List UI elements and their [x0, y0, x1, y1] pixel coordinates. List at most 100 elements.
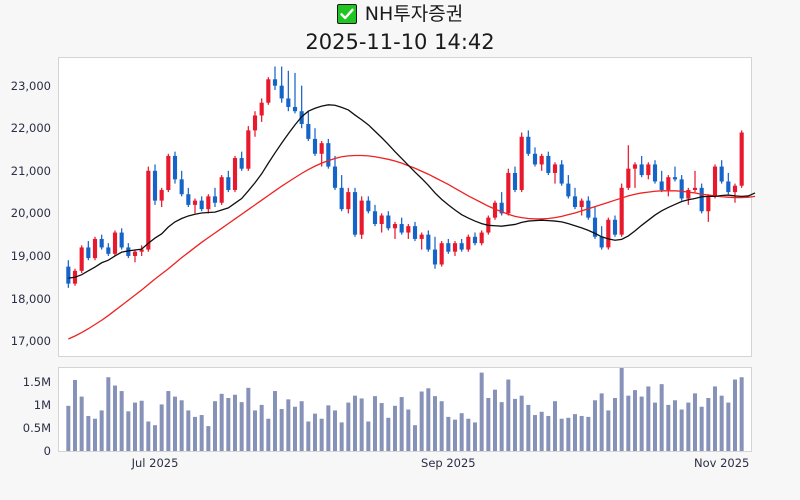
- volume-bar: [446, 416, 451, 451]
- volume-bar: [473, 422, 477, 451]
- candle-body: [666, 177, 671, 190]
- volume-bar: [566, 417, 571, 451]
- volume-bar: [606, 410, 611, 451]
- volume-bar: [639, 396, 644, 451]
- volume-y-tick: 0.5M: [22, 420, 51, 435]
- volume-bar: [513, 398, 517, 451]
- volume-bar: [293, 406, 297, 451]
- volume-bar: [299, 401, 304, 451]
- candle-body: [119, 232, 124, 248]
- volume-bar: [706, 397, 711, 451]
- price-chart-panel[interactable]: [58, 57, 756, 357]
- volume-bar: [226, 397, 231, 451]
- volume-bar: [713, 386, 717, 451]
- volume-bar: [519, 395, 524, 451]
- volume-bar: [633, 390, 637, 451]
- volume-bar: [533, 415, 537, 451]
- candle-body: [512, 172, 518, 190]
- candle-body: [726, 181, 731, 193]
- candle-body: [86, 247, 91, 259]
- volume-bar: [79, 396, 84, 451]
- candle-body: [366, 200, 371, 212]
- volume-bar: [626, 395, 631, 451]
- volume-bar: [73, 379, 77, 451]
- volume-bar: [466, 418, 471, 451]
- volume-bar: [459, 413, 464, 451]
- x-axis-tick: Jul 2025: [131, 456, 179, 470]
- price-y-tick: 19,000: [10, 248, 51, 263]
- volume-bar: [206, 426, 211, 451]
- candle-body: [199, 200, 204, 210]
- candle-body: [686, 189, 691, 199]
- candle-body: [92, 238, 98, 259]
- candle-body: [312, 138, 318, 154]
- candle-body: [106, 247, 111, 254]
- candle-body: [206, 196, 211, 210]
- candle-body: [712, 166, 718, 197]
- volume-bar: [66, 405, 71, 451]
- candle-body: [506, 172, 511, 214]
- volume-bar: [479, 372, 484, 451]
- candle-body: [432, 249, 438, 265]
- candle-body: [259, 102, 264, 116]
- volume-bar: [86, 415, 91, 451]
- candle-body: [612, 219, 618, 235]
- candle-body: [399, 224, 404, 233]
- candle-body: [619, 187, 624, 235]
- candle-body: [552, 164, 558, 173]
- volume-bar: [166, 391, 171, 451]
- volume-bar: [539, 411, 544, 451]
- volume-bar: [439, 401, 444, 451]
- volume-bar: [679, 409, 684, 451]
- candle-body: [152, 170, 158, 201]
- volume-bar: [146, 421, 151, 451]
- volume-bar: [599, 393, 604, 451]
- candle-body: [372, 211, 378, 225]
- candle-body: [146, 170, 151, 250]
- candle-body: [679, 179, 684, 199]
- candle-body: [626, 168, 631, 188]
- candle-body: [526, 136, 531, 154]
- volume-bar: [419, 391, 424, 451]
- volume-bar: [553, 401, 557, 451]
- volume-bar: [613, 397, 617, 451]
- volume-bar: [579, 415, 584, 451]
- ma-long-line: [68, 154, 756, 340]
- volume-bar: [453, 419, 457, 451]
- price-y-tick: 20,000: [10, 206, 51, 221]
- candle-body: [446, 243, 451, 252]
- candle-body: [226, 177, 231, 190]
- candle-body: [306, 123, 311, 139]
- volume-bar: [646, 386, 651, 451]
- volume-chart-svg[interactable]: [59, 368, 751, 451]
- candle-body: [66, 266, 71, 284]
- candle-body: [292, 106, 298, 112]
- volume-bar: [559, 418, 564, 451]
- candle-body: [286, 98, 291, 107]
- volume-bar: [619, 368, 624, 451]
- volume-bar: [273, 391, 277, 451]
- volume-bar: [346, 402, 351, 451]
- candle-body: [239, 158, 244, 169]
- candle-body: [739, 132, 744, 186]
- volume-bar: [179, 400, 184, 451]
- candle-body: [559, 164, 564, 184]
- candle-body: [232, 158, 238, 190]
- title-row: NH투자증권: [0, 0, 800, 28]
- price-chart-svg[interactable]: [59, 58, 756, 356]
- candle-body: [326, 143, 331, 167]
- volume-chart-panel[interactable]: [58, 367, 752, 452]
- candle-body: [639, 164, 644, 176]
- volume-bar: [193, 416, 197, 451]
- volume-bar: [426, 388, 431, 451]
- volume-bar: [433, 396, 437, 451]
- candle-body: [139, 249, 144, 252]
- volume-bar: [119, 391, 124, 451]
- candle-body: [252, 115, 258, 131]
- volume-bar: [666, 404, 671, 451]
- candle-body: [352, 192, 358, 235]
- price-y-tick: 23,000: [10, 78, 51, 93]
- volume-bar: [546, 415, 551, 451]
- volume-series: [66, 368, 744, 451]
- volume-bar: [319, 418, 324, 451]
